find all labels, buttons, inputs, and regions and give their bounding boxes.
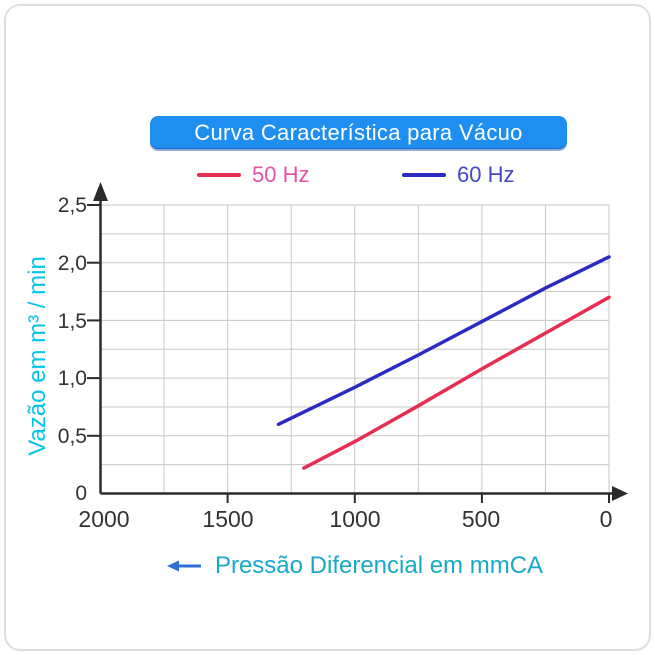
y-axis-title: Vazão em m³ / min [24,256,51,456]
x-axis-arrow-icon [612,486,628,501]
left-arrow-head [166,560,179,572]
x-axis-title-text: Pressão Diferencial em mmCA [214,552,544,579]
x-tick-label: 1500 [202,506,253,532]
y-tick-label: 0,5 [58,425,87,448]
y-axis-arrow-icon [93,182,108,201]
curve-50hz [302,295,611,470]
x-tick-label: 1000 [329,506,380,532]
y-tick-label: 2,0 [58,252,87,275]
left-arrow-icon [166,560,201,572]
legend-item-60hz: 60 Hz [402,162,514,188]
legend-label: 50 Hz [252,162,310,187]
x-axis-title: Pressão Diferencial em mmCA [100,551,609,581]
x-tick-label: 0 [600,506,613,532]
y-tick-label: 2,5 [58,194,87,217]
y-tick-label: 0 [75,482,87,505]
legend-label: 60 Hz [457,162,515,187]
chart-title-badge: Curva Característica para Vácuo [150,116,567,149]
chart-title: Curva Característica para Vácuo [194,119,523,145]
legend-item-50hz: 50 Hz [197,162,309,188]
x-tick-label: 2000 [78,506,129,532]
legend-swatch [402,173,446,177]
x-tick-label: 500 [462,506,500,532]
y-tick-label: 1,0 [58,367,87,390]
gridlines [100,204,610,494]
y-tick-label: 1,5 [58,310,87,333]
legend-swatch [197,173,241,177]
curve-60hz [276,255,611,427]
